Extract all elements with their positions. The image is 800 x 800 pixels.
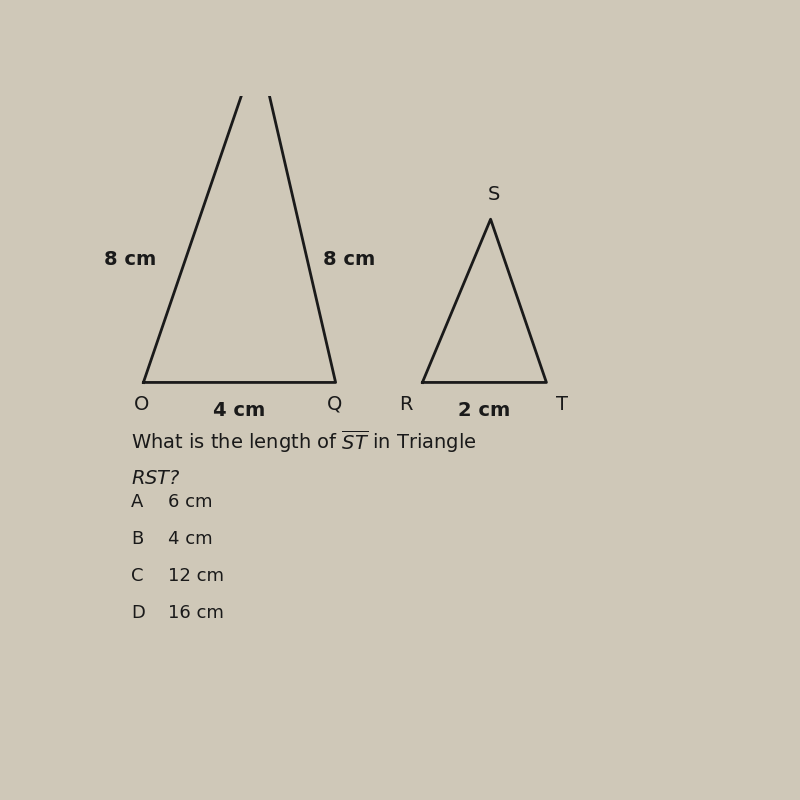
Text: C: C [131, 567, 143, 586]
Text: What is the length of $\overline{ST}$ in Triangle: What is the length of $\overline{ST}$ in… [131, 429, 477, 455]
Text: 12 cm: 12 cm [168, 567, 224, 586]
Text: Q: Q [326, 394, 342, 414]
Text: S: S [487, 185, 500, 204]
Text: 6 cm: 6 cm [168, 494, 213, 511]
Text: 16 cm: 16 cm [168, 604, 224, 622]
Text: T: T [556, 394, 568, 414]
Text: 4 cm: 4 cm [168, 530, 213, 548]
Text: 8 cm: 8 cm [323, 250, 375, 269]
Text: B: B [131, 530, 143, 548]
Text: 8 cm: 8 cm [103, 250, 156, 269]
Text: R: R [400, 394, 413, 414]
Text: O: O [134, 394, 150, 414]
Text: 2 cm: 2 cm [458, 401, 510, 420]
Text: D: D [131, 604, 145, 622]
Text: 4 cm: 4 cm [214, 401, 266, 420]
Text: $RST$?: $RST$? [131, 469, 181, 488]
Text: A: A [131, 494, 143, 511]
